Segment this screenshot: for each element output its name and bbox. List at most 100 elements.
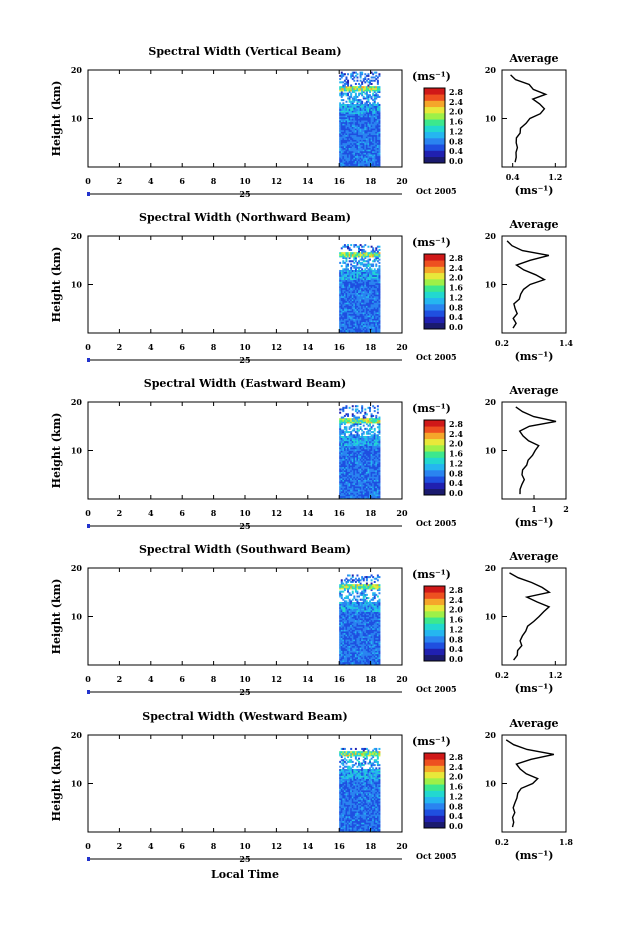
- heatmap-cell: [373, 313, 376, 316]
- colorbar-swatch: [424, 420, 445, 427]
- heatmap-cell: [348, 663, 351, 666]
- heatmap-cell: [351, 331, 354, 334]
- heatmap-cell: [361, 435, 364, 438]
- heatmap-cell: [347, 463, 350, 466]
- heatmap-cell: [347, 282, 350, 285]
- heatmap-cell: [350, 118, 353, 121]
- heatmap-cell: [342, 606, 345, 609]
- heatmap-cell: [348, 487, 351, 490]
- heatmap-cell: [369, 473, 371, 476]
- heatmap-cell: [378, 431, 381, 434]
- heatmap-cell: [342, 81, 345, 84]
- heatmap-cell: [359, 300, 362, 303]
- heatmap-cell: [345, 458, 348, 461]
- heatmap-cell: [367, 112, 370, 115]
- heatmap-cell: [354, 150, 357, 153]
- heatmap-cell: [373, 489, 376, 492]
- heatmap-cell: [358, 274, 361, 277]
- heatmap-cell: [348, 658, 351, 661]
- heatmap-cell: [350, 115, 353, 118]
- heatmap-cell: [353, 284, 356, 287]
- heatmap-cell: [345, 634, 348, 637]
- heatmap-cell: [340, 476, 343, 479]
- heatmap-cell: [347, 610, 350, 613]
- heatmap-cell: [345, 81, 348, 84]
- heatmap-cell: [365, 494, 368, 497]
- heatmap-cell: [343, 660, 346, 663]
- heatmap-cell: [343, 311, 346, 314]
- heatmap-cell: [350, 303, 353, 306]
- heatmap-cell: [378, 610, 381, 613]
- heatmap-cell: [364, 492, 367, 495]
- heatmap-cell: [361, 444, 364, 447]
- heatmap-cell: [348, 622, 351, 625]
- heatmap-cell: [372, 663, 375, 666]
- heatmap-cell: [353, 282, 356, 285]
- heatmap-cell: [351, 142, 354, 145]
- x-tick-label: 4: [148, 508, 154, 518]
- heatmap-cell: [340, 265, 343, 268]
- heatmap-cell: [354, 152, 357, 155]
- colorbar-tick-label: 2.0: [449, 107, 463, 117]
- heatmap-cell: [342, 308, 345, 311]
- heatmap-cell: [367, 152, 370, 155]
- heatmap-cell: [376, 469, 379, 472]
- heatmap-cell: [359, 160, 362, 163]
- heatmap-cell: [350, 286, 353, 289]
- heatmap-cell: [378, 437, 381, 440]
- heatmap-cell: [361, 145, 364, 148]
- heatmap-cell: [375, 94, 378, 97]
- heatmap-cell: [339, 647, 342, 650]
- heatmap-cell: [370, 489, 373, 492]
- heatmap-cell: [356, 626, 359, 629]
- heatmap-cell: [351, 469, 354, 472]
- heatmap-cell: [345, 121, 348, 124]
- heatmap-cell: [361, 471, 364, 474]
- heatmap-cell: [359, 157, 362, 160]
- heatmap-cell: [353, 482, 356, 485]
- heatmap-cell: [343, 144, 346, 147]
- heatmap-cell: [356, 652, 359, 655]
- heatmap-cell: [353, 442, 356, 445]
- heatmap-cell: [372, 248, 375, 251]
- heatmap-cell: [369, 144, 371, 147]
- heatmap-cell: [339, 120, 342, 123]
- heatmap-cell: [353, 258, 356, 261]
- heatmap-cell: [369, 81, 371, 84]
- heatmap-cell: [367, 635, 370, 638]
- heatmap-cell: [347, 643, 350, 646]
- heatmap-cell: [350, 640, 353, 643]
- heatmap-cell: [364, 154, 367, 157]
- heatmap-cell: [354, 321, 357, 324]
- heatmap-cell: [376, 323, 379, 326]
- heatmap-cell: [359, 152, 362, 155]
- heatmap-cell: [376, 260, 379, 263]
- heatmap-cell: [351, 627, 354, 630]
- heatmap-cell: [354, 489, 357, 492]
- heatmap-cell: [362, 661, 365, 664]
- heatmap-cell: [369, 305, 371, 308]
- heatmap-cell: [339, 292, 342, 295]
- heatmap-cell: [356, 484, 359, 487]
- heatmap-cell: [362, 141, 365, 144]
- heatmap-cell: [362, 458, 365, 461]
- heatmap-cell: [350, 618, 353, 621]
- heatmap-cell: [358, 647, 361, 650]
- heatmap-cell: [351, 136, 354, 139]
- heatmap-cell: [340, 416, 343, 419]
- heatmap-cell: [348, 116, 351, 119]
- heatmap-cell: [359, 440, 362, 443]
- heatmap-cell: [370, 645, 373, 648]
- heatmap-cell: [378, 629, 381, 632]
- heatmap-cell: [361, 481, 364, 484]
- heatmap-cell: [343, 637, 346, 640]
- heatmap-cell: [356, 124, 359, 127]
- heatmap-cell: [345, 258, 348, 261]
- heatmap-cell: [345, 643, 348, 646]
- heatmap-cell: [356, 655, 359, 658]
- heatmap-cell: [369, 489, 371, 492]
- heatmap-cell: [339, 658, 342, 661]
- heatmap-cell: [365, 150, 368, 153]
- heatmap-cell: [364, 418, 367, 421]
- heatmap-cell: [367, 658, 370, 661]
